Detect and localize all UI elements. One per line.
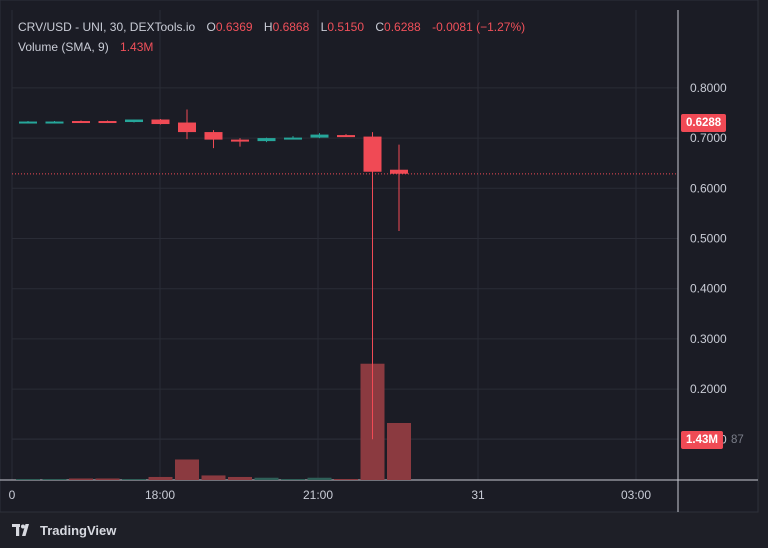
- x-tick-label: 21:00: [303, 488, 333, 502]
- candle-body[interactable]: [284, 137, 302, 140]
- low-label: L: [320, 20, 328, 34]
- candle-body[interactable]: [231, 139, 249, 142]
- volume-value: 1.43M: [120, 40, 154, 54]
- close-label: C: [375, 20, 385, 34]
- change-value: -0.0081 (−1.27%): [432, 20, 526, 34]
- x-tick-label: 03:00: [621, 488, 651, 502]
- candle-body[interactable]: [363, 136, 382, 172]
- candle-body[interactable]: [178, 122, 196, 133]
- tradingview-footer[interactable]: TradingView: [12, 521, 116, 539]
- volume-legend: Volume (SMA, 9) 1.43M: [18, 40, 153, 54]
- volume-bar[interactable]: [95, 478, 120, 480]
- high-label: H: [263, 20, 273, 34]
- volume-bar[interactable]: [387, 423, 411, 480]
- x-tick-label: 31: [471, 488, 485, 502]
- candle-body[interactable]: [125, 119, 143, 123]
- x-tick-label: 0: [9, 488, 16, 502]
- y-tick-label: 0.4000: [690, 282, 727, 296]
- candle-body[interactable]: [310, 134, 329, 138]
- volume-bar[interactable]: [334, 479, 358, 480]
- low-value: 0.5150: [327, 20, 365, 34]
- volume-bar[interactable]: [307, 477, 332, 480]
- candle-body[interactable]: [337, 135, 355, 138]
- y-tick-label: 0.6000: [690, 181, 727, 195]
- open-value: 0.6369: [215, 20, 253, 34]
- close-value: 0.6288: [384, 20, 421, 34]
- y-tick-label: 0.7000: [690, 131, 727, 145]
- tradingview-logo-icon: [12, 524, 29, 536]
- last-price-badge: 0.6288: [681, 114, 727, 132]
- candle-body[interactable]: [45, 121, 64, 124]
- volume-bar[interactable]: [148, 476, 173, 480]
- tradingview-brand: TradingView: [40, 522, 117, 538]
- volume-bar[interactable]: [254, 477, 279, 480]
- volume-badge: 1.43M: [681, 431, 723, 449]
- y-tick-label: 0.8000: [690, 81, 727, 95]
- y-tick-label: 0.3000: [690, 332, 727, 346]
- candle-body[interactable]: [390, 169, 408, 174]
- volume-label[interactable]: Volume (SMA, 9): [18, 40, 109, 54]
- open-label: O: [206, 20, 216, 34]
- volume-bar[interactable]: [175, 459, 199, 480]
- candle-body[interactable]: [98, 121, 117, 124]
- volume-badge-tail: 87: [731, 434, 744, 446]
- x-tick-label: 18:00: [145, 488, 175, 502]
- y-tick-label: 0.5000: [690, 232, 727, 246]
- symbol-label[interactable]: CRV/USD - UNI, 30, DEXTools.io: [18, 20, 196, 34]
- candle-body[interactable]: [204, 132, 223, 140]
- volume-bar[interactable]: [281, 479, 305, 480]
- candle-body[interactable]: [257, 138, 276, 142]
- volume-bar[interactable]: [69, 478, 93, 480]
- ohlc-legend: CRV/USD - UNI, 30, DEXTools.io O0.6369 H…: [18, 20, 525, 34]
- volume-bar[interactable]: [16, 479, 40, 480]
- high-value: 0.6868: [272, 20, 310, 34]
- candle-body[interactable]: [19, 121, 37, 124]
- y-tick-label: 0.2000: [690, 382, 727, 396]
- volume-bar[interactable]: [228, 476, 252, 480]
- volume-bar[interactable]: [42, 479, 67, 480]
- candle-body[interactable]: [72, 121, 90, 124]
- volume-bar[interactable]: [122, 479, 146, 480]
- volume-bar[interactable]: [201, 475, 226, 480]
- candle-body[interactable]: [151, 119, 170, 125]
